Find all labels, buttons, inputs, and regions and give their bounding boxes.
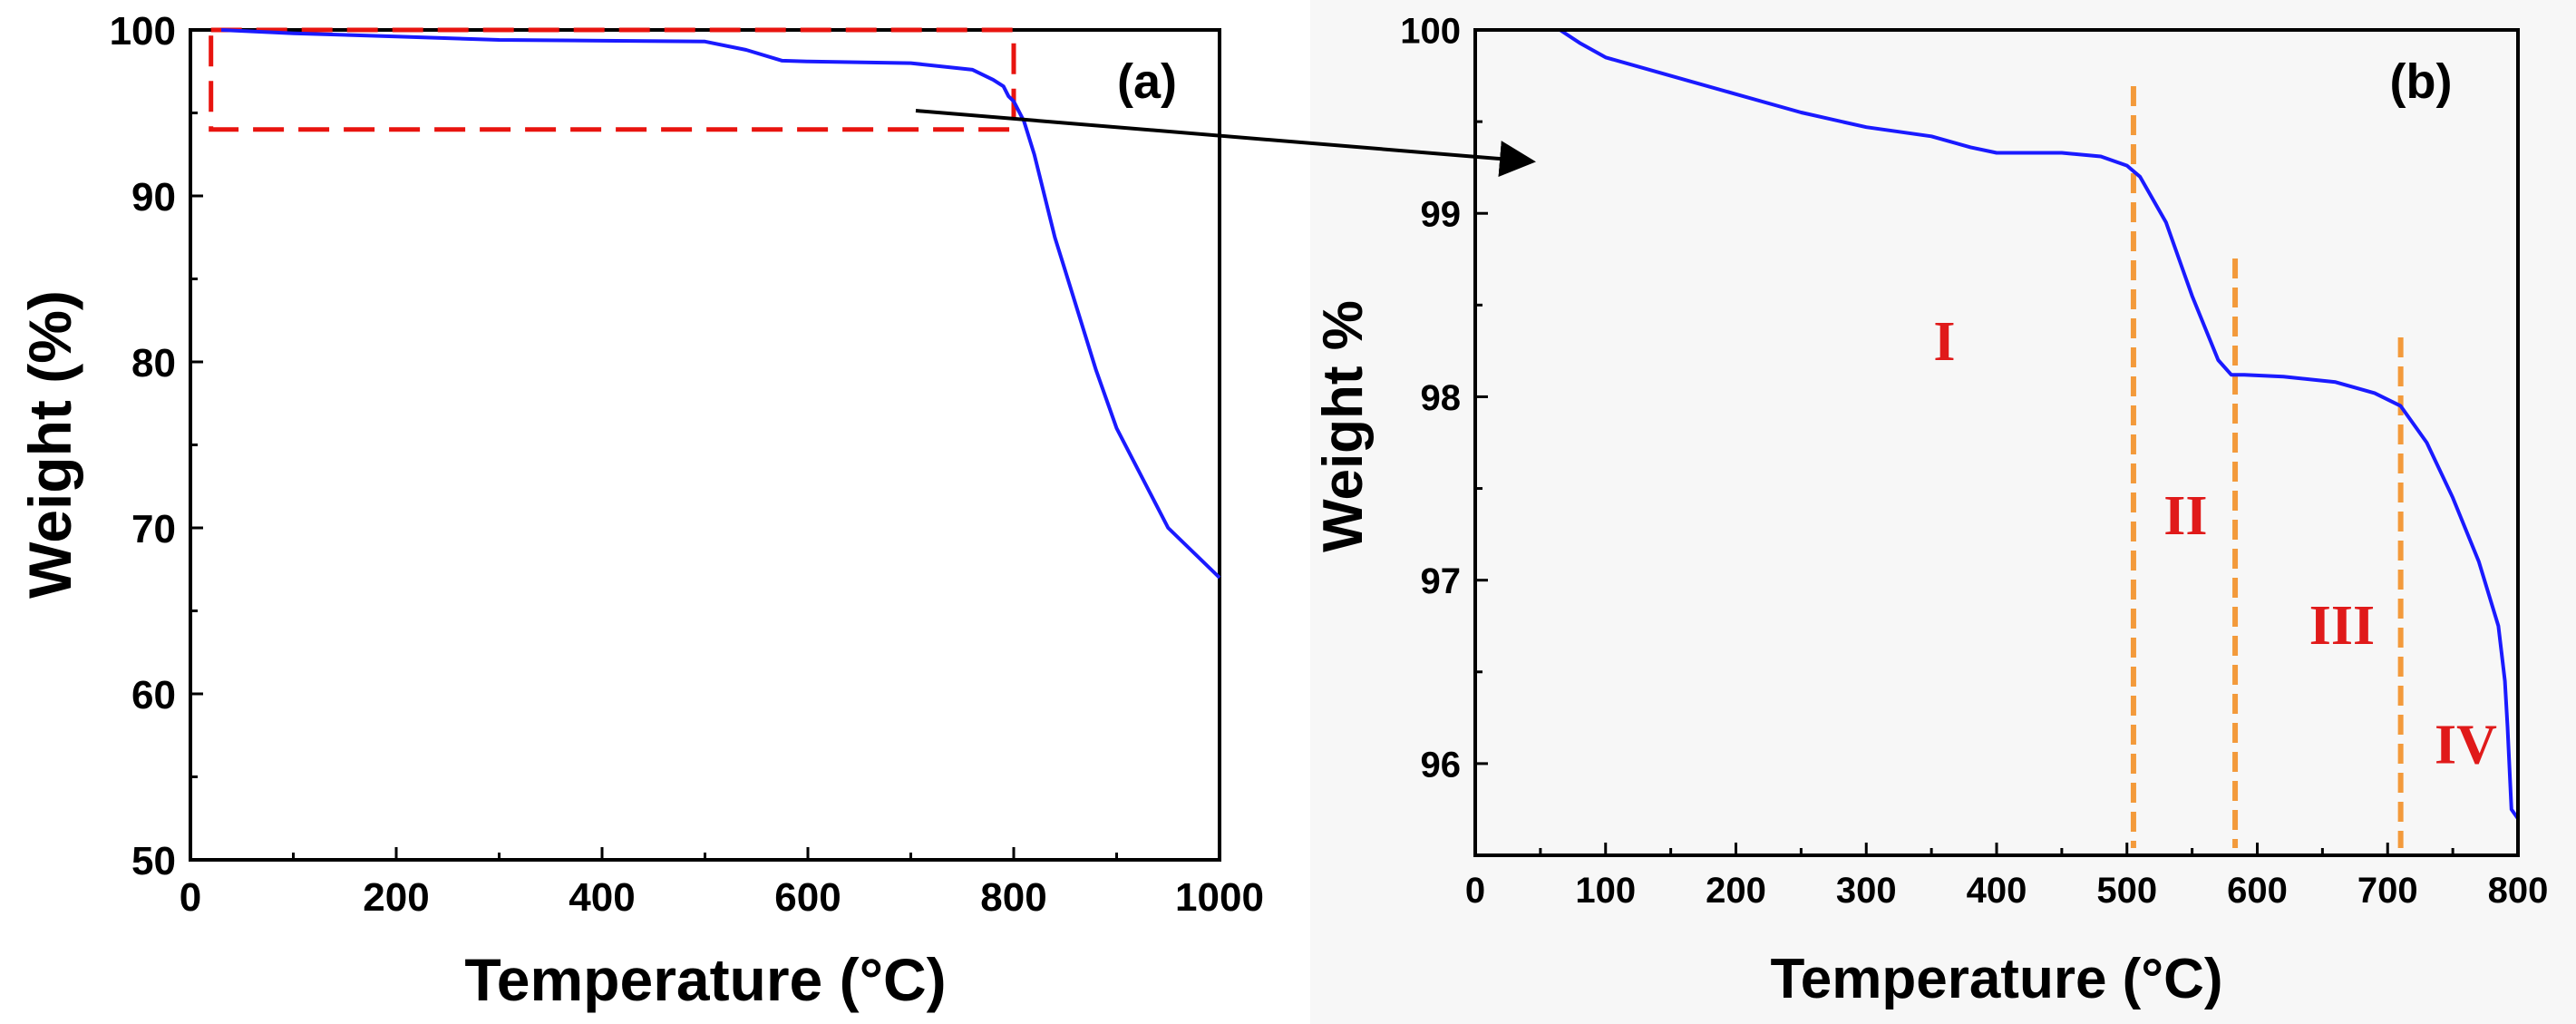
- y-tick-label: 100: [1400, 11, 1461, 51]
- panel-b-y-tick-labels: 96 97 98 99 100: [1400, 11, 1461, 785]
- stage-label: I: [1933, 311, 1955, 373]
- panel-a-ticks: [189, 28, 1221, 862]
- panel-a-x-tick-labels: 0 200 400 600 800 1000: [180, 875, 1264, 920]
- y-tick-label: 99: [1421, 195, 1462, 235]
- y-tick-label: 60: [131, 673, 176, 717]
- panel-a-tga-curve: [221, 28, 1221, 580]
- x-tick-label: 200: [363, 875, 429, 920]
- panel-b-ticks: [1473, 28, 2520, 855]
- x-tick-label: 500: [2096, 871, 2157, 911]
- panel-b-label: (b): [2390, 54, 2453, 109]
- panel-a-y-tick-labels: 50 60 70 80 90 100: [110, 9, 176, 883]
- panel-a-plot-frame: [189, 28, 1221, 862]
- x-tick-label: 800: [980, 875, 1046, 920]
- stage-label: IV: [2435, 715, 2497, 776]
- x-tick-label: 200: [1706, 871, 1766, 911]
- y-tick-label: 90: [131, 175, 176, 219]
- panel-b-stage-boundaries: [2130, 86, 2404, 848]
- panel-b-tga-curve: [1559, 28, 2520, 820]
- x-tick-label: 0: [1465, 871, 1485, 911]
- stage-label: II: [2163, 485, 2207, 547]
- panel-b-x-tick-labels: 0 100 200 300 400 500 600 700 800: [1465, 871, 2549, 911]
- x-tick-label: 400: [1967, 871, 2027, 911]
- x-tick-label: 1000: [1175, 875, 1264, 920]
- zoom-arrow: [915, 109, 1536, 177]
- panel-a-chart: 0 200 400 600 800 1000 50 60 70 80 90 100 (a) Temp…: [16, 9, 1264, 1013]
- y-tick-label: 80: [131, 341, 176, 385]
- panel-a-x-axis-title: Temperature (°C): [464, 946, 946, 1013]
- y-tick-label: 96: [1421, 745, 1462, 785]
- y-tick-label: 50: [131, 839, 176, 883]
- x-tick-label: 300: [1836, 871, 1897, 911]
- y-tick-label: 70: [131, 507, 176, 551]
- y-tick-label: 97: [1421, 561, 1462, 601]
- x-tick-label: 700: [2357, 871, 2418, 911]
- zoom-region-rect: [209, 27, 1016, 132]
- x-tick-label: 600: [774, 875, 841, 920]
- y-tick-label: 98: [1421, 378, 1462, 418]
- x-tick-label: 800: [2488, 871, 2549, 911]
- panel-a-y-axis-title: Weight (%): [16, 290, 83, 599]
- x-tick-label: 600: [2227, 871, 2288, 911]
- x-tick-label: 100: [1575, 871, 1636, 911]
- x-tick-label: 0: [180, 875, 201, 920]
- x-tick-label: 400: [569, 875, 635, 920]
- panel-a-zoom-box: [209, 27, 1016, 132]
- y-tick-label: 100: [110, 9, 176, 54]
- stage-label: III: [2309, 595, 2375, 657]
- panel-b-y-axis-title: Weight %: [1312, 300, 1375, 552]
- panel-b-plot-frame: [1473, 28, 2520, 857]
- panel-a-label: (a): [1117, 54, 1177, 109]
- panel-b-x-axis-title: Temperature (°C): [1770, 948, 2222, 1010]
